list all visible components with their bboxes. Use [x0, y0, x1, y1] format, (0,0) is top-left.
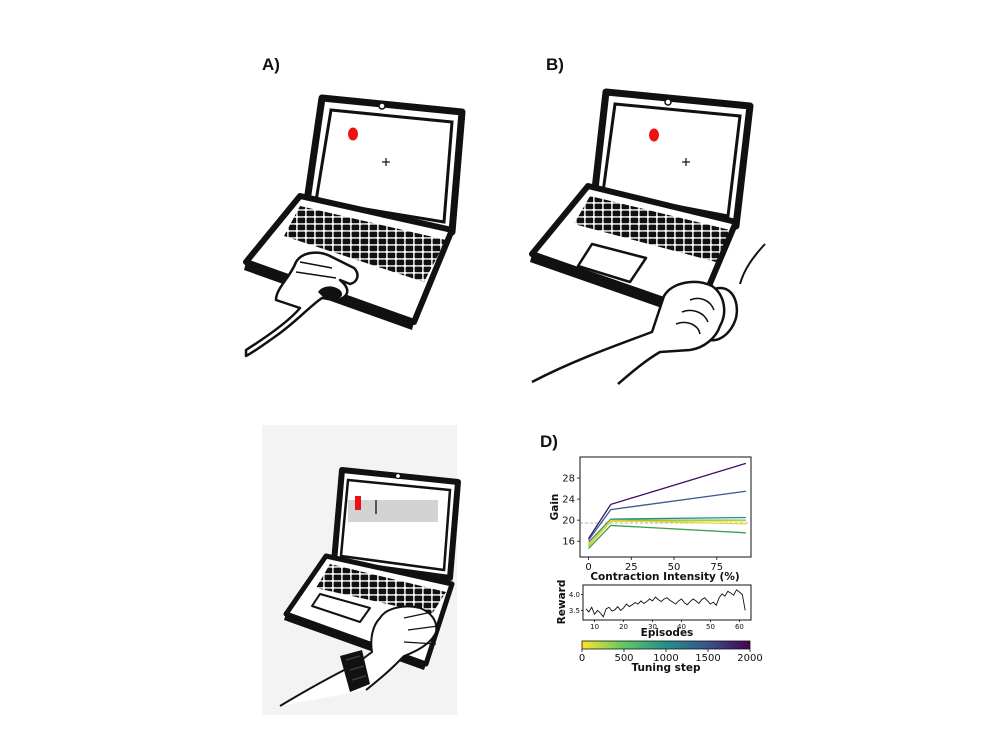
gain-xtick-label-2: 50: [668, 562, 681, 573]
reward-chart: 10 20 30 40 50 60 3.5 4.0 Episodes Reward: [556, 580, 752, 639]
panel-b-hand-icon: [531, 280, 726, 385]
colorbar-label: Tuning step: [631, 662, 701, 674]
gain-xtick-label-0: 0: [585, 562, 591, 573]
reward-series-line-0: [585, 589, 746, 618]
panel-b-crosshair-icon: [682, 158, 690, 166]
reward-ytick-label-0: 3.5: [569, 607, 580, 615]
reward-xtick-label-4: 50: [706, 623, 715, 631]
gain-series-line-1: [588, 490, 746, 541]
colorbar-tick-label-2: 1000: [653, 653, 678, 664]
panel-a-crosshair-icon: [382, 158, 390, 166]
colorbar-tick-label-0: 0: [579, 653, 585, 664]
reward-ytick-label-1: 4.0: [569, 591, 580, 599]
gain-chart-ylabel: Gain: [549, 494, 561, 521]
gain-series-line-5: [588, 520, 746, 545]
gain-chart: 0 25 50 75 16 20 24 28 Contraction Intensity (…: [549, 456, 752, 583]
reward-chart-frame: [582, 584, 752, 621]
reward-xtick-label-1: 20: [619, 623, 628, 631]
colorbar: 0 500 1000 1500 2000 Tuning step: [579, 640, 763, 674]
panel-label-a: A): [262, 55, 280, 74]
panel-c-wristband-icon: [340, 650, 370, 692]
colorbar-tick-label-1: 500: [614, 653, 633, 664]
gain-xtick-label-3: 75: [710, 562, 723, 573]
reward-xtick-label-0: 10: [590, 623, 599, 631]
panel-label-d: D): [540, 432, 558, 451]
reward-xtick-label-3: 40: [677, 623, 686, 631]
gain-ytick-label-0: 16: [562, 537, 575, 548]
panel-c-target-bar: [355, 496, 361, 510]
panel-label-b: B): [546, 55, 564, 74]
gain-xtick-label-1: 25: [625, 562, 638, 573]
panel-c-bar-background: [348, 500, 438, 522]
gain-chart-frame: [579, 456, 752, 558]
gain-ytick-label-1: 20: [562, 516, 575, 527]
reward-chart-xlabel: Episodes: [641, 627, 694, 639]
reward-xtick-label-2: 30: [648, 623, 657, 631]
colorbar-tick-label-3: 1500: [695, 653, 720, 664]
gain-series-line-0: [588, 462, 747, 539]
colorbar-tick-label-4: 2000: [737, 653, 762, 664]
panel-b-target-dot: [649, 128, 659, 142]
gain-ytick-label-3: 28: [562, 474, 575, 485]
gain-chart-xlabel: Contraction Intensity (%): [590, 571, 739, 583]
colorbar-gradient: [581, 640, 751, 650]
panel-b-laptop-icon: [529, 88, 754, 320]
reward-xtick-label-5: 60: [735, 623, 744, 631]
gain-series-line-6: [588, 524, 746, 550]
panel-a-target-dot: [348, 127, 358, 141]
panel-a-hand-icon: [244, 251, 359, 358]
reward-chart-ylabel: Reward: [556, 580, 568, 625]
gain-ytick-label-2: 24: [562, 495, 575, 506]
gain-series-line-2: [588, 516, 746, 543]
